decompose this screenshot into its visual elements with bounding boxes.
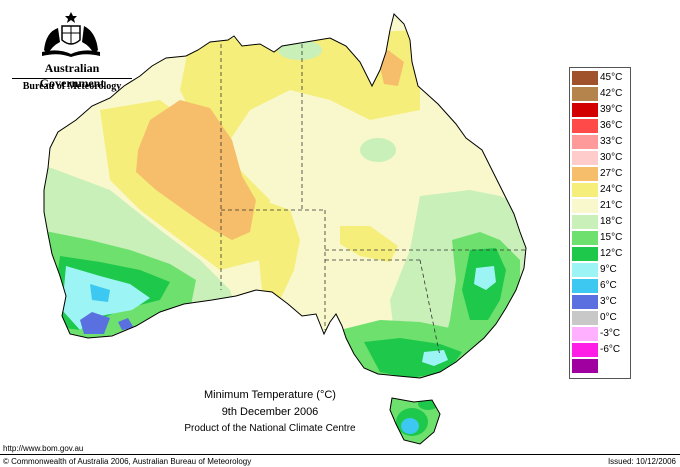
issued-date: Issued: 10/12/2006 [607, 457, 676, 466]
legend-swatch [572, 135, 598, 149]
map-title: Minimum Temperature (°C) [204, 389, 336, 401]
legend-label: 18°C [600, 216, 623, 227]
legend-row: 9°C [570, 262, 632, 278]
legend-label: 6°C [600, 280, 617, 291]
legend-row: 0°C [570, 310, 632, 326]
legend-swatch [572, 103, 598, 117]
legend-row: 24°C [570, 182, 632, 198]
legend-row [570, 358, 632, 374]
government-name: Australian Government [39, 61, 105, 90]
legend-row: 42°C [570, 86, 632, 102]
legend-label: -3°C [600, 328, 621, 339]
legend-label: 39°C [600, 104, 623, 115]
tasmania-coastline [389, 397, 441, 445]
legend-row: 18°C [570, 214, 632, 230]
legend-swatch [572, 119, 598, 133]
legend-label: 30°C [600, 152, 623, 163]
legend-swatch [572, 279, 598, 293]
legend-swatch [572, 87, 598, 101]
copyright-notice: © Commonwealth of Australia 2006, Austra… [3, 457, 252, 466]
legend-swatch [572, 359, 598, 373]
legend-swatch [572, 215, 598, 229]
legend-label: 3°C [600, 296, 617, 307]
product-credit: Product of the National Climate Centre [184, 423, 356, 434]
legend-row: -3°C [570, 326, 632, 342]
legend-row: 3°C [570, 294, 632, 310]
legend-row: 30°C [570, 150, 632, 166]
legend-label: 24°C [600, 184, 623, 195]
legend-swatch [572, 295, 598, 309]
legend-swatch [572, 71, 598, 85]
legend-swatch [572, 263, 598, 277]
legend-row: 27°C [570, 166, 632, 182]
legend-swatch [572, 167, 598, 181]
legend-label: 21°C [600, 200, 623, 211]
legend-row: 21°C [570, 198, 632, 214]
legend-swatch [572, 231, 598, 245]
legend-row: -6°C [570, 342, 632, 358]
legend-swatch [572, 183, 598, 197]
website-link[interactable]: http://www.bom.gov.au [3, 444, 84, 453]
header-divider [12, 78, 132, 79]
legend-label: 12°C [600, 248, 623, 259]
coat-of-arms-logo [42, 12, 100, 57]
legend-swatch [572, 327, 598, 341]
legend-label: 9°C [600, 264, 617, 275]
legend-swatch [572, 199, 598, 213]
bureau-name: Bureau of Meteorology [22, 81, 122, 92]
legend-swatch [572, 247, 598, 261]
legend-row: 6°C [570, 278, 632, 294]
footer-divider [0, 454, 680, 455]
legend-label: 15°C [600, 232, 623, 243]
map-date: 9th December 2006 [221, 406, 319, 418]
legend-label: -6°C [600, 344, 621, 355]
legend-label: 33°C [600, 136, 623, 147]
legend-swatch [572, 311, 598, 325]
australia-coastline [43, 13, 527, 379]
legend-row: 36°C [570, 118, 632, 134]
legend-row: 33°C [570, 134, 632, 150]
legend-label: 45°C [600, 72, 623, 83]
legend-swatch [572, 343, 598, 357]
legend-row: 15°C [570, 230, 632, 246]
legend-label: 0°C [600, 312, 617, 323]
legend-row: 39°C [570, 102, 632, 118]
temperature-legend: 45°C 42°C 39°C 36°C 33°C 30°C 27°C 24°C 21°C 18°C… [569, 67, 631, 379]
legend-label: 42°C [600, 88, 623, 99]
legend-label: 36°C [600, 120, 623, 131]
legend-row: 12°C [570, 246, 632, 262]
legend-row: 45°C [570, 70, 632, 86]
legend-swatch [572, 151, 598, 165]
legend-label: 27°C [600, 168, 623, 179]
